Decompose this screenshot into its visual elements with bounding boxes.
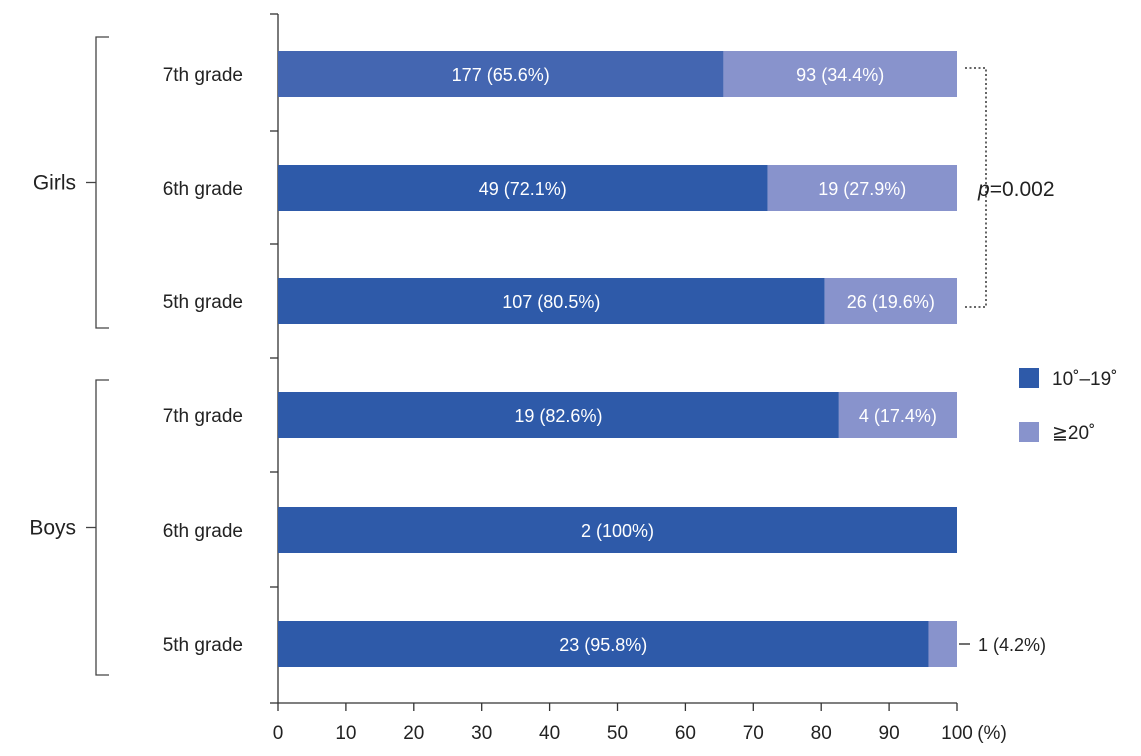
- data-label: 4 (17.4%): [859, 406, 937, 426]
- x-tick-label: 80: [811, 723, 832, 744]
- category-label: 7th grade: [163, 406, 243, 427]
- bar-segment-20-plus: [928, 621, 957, 667]
- bar-segment-10-19: [278, 392, 839, 438]
- x-tick-label: 60: [675, 723, 696, 744]
- bar-segment-10-19: [278, 507, 957, 553]
- x-tick-label: 100: [941, 723, 973, 744]
- category-label: 6th grade: [163, 179, 243, 200]
- x-tick-label: 40: [539, 723, 560, 744]
- group-bracket: [95, 36, 109, 329]
- legend-label: ≧20˚: [1052, 423, 1095, 444]
- bar-segment-10-19: [278, 621, 929, 667]
- group-bracket: [95, 379, 109, 676]
- data-label: 93 (34.4%): [796, 65, 884, 85]
- x-tick-label: 70: [743, 723, 764, 744]
- bar-segment-10-19: [278, 278, 825, 324]
- axes: 0 10 20 30 40 50 60 70 80 90 100 (%) 7th grade 6th gr…: [163, 13, 1007, 744]
- category-label: 6th grade: [163, 521, 243, 542]
- significance-bracket: [965, 67, 987, 308]
- bar-segment-20-plus: [767, 165, 957, 211]
- data-label-outside: 1 (4.2%): [978, 635, 1046, 655]
- legend: 10˚–19˚ ≧20˚: [1019, 368, 1118, 444]
- category-label: 7th grade: [163, 65, 243, 86]
- x-tick-label: 0: [273, 723, 284, 744]
- x-tick-label: 20: [403, 723, 424, 744]
- data-label: 2 (100%): [581, 521, 654, 541]
- x-tick-label: 50: [607, 723, 628, 744]
- bar-segment-10-19: [278, 165, 768, 211]
- category-label: 5th grade: [163, 635, 243, 656]
- data-label: 19 (82.6%): [514, 406, 602, 426]
- group-label: Girls: [33, 172, 76, 195]
- group-label: Boys: [29, 517, 76, 540]
- data-label: 177 (65.6%): [452, 65, 550, 85]
- p-value-label: p=0.002: [977, 178, 1055, 201]
- x-unit-label: (%): [977, 723, 1007, 744]
- category-label: 5th grade: [163, 292, 243, 313]
- legend-swatch: [1019, 422, 1039, 442]
- x-tick-label: 30: [471, 723, 492, 744]
- data-label: 107 (80.5%): [502, 292, 600, 312]
- x-tick-label: 10: [335, 723, 356, 744]
- bars: 177 (65.6%) 93 (34.4%) 49 (72.1%) 19 (27.9%…: [278, 51, 1046, 667]
- p-value-annotation: p=0.002: [965, 67, 1055, 308]
- data-label: 49 (72.1%): [479, 179, 567, 199]
- bar-segment-10-19: [278, 51, 724, 97]
- group-brackets: Girls Boys: [29, 36, 109, 676]
- legend-swatch: [1019, 368, 1039, 388]
- x-tick-label: 90: [879, 723, 900, 744]
- data-label: 19 (27.9%): [818, 179, 906, 199]
- bar-segment-20-plus: [723, 51, 957, 97]
- bar-segment-20-plus: [838, 392, 957, 438]
- legend-label: 10˚–19˚: [1052, 369, 1118, 390]
- data-label: 23 (95.8%): [559, 635, 647, 655]
- data-label: 26 (19.6%): [847, 292, 935, 312]
- bar-segment-20-plus: [824, 278, 957, 324]
